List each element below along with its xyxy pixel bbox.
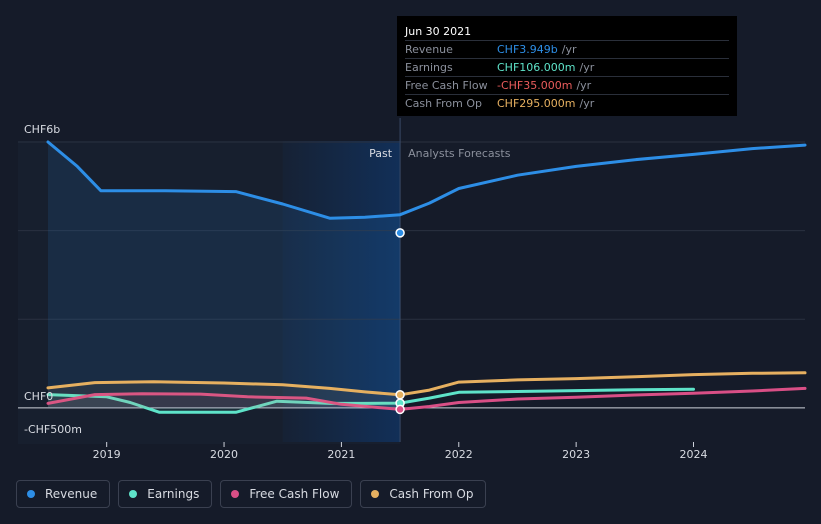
legend-item-revenue[interactable]: Revenue xyxy=(16,480,111,508)
revenue-line xyxy=(46,140,807,220)
revenue-dot-icon xyxy=(27,490,35,498)
revenue-focus-point xyxy=(395,228,405,238)
tooltip-label: Earnings xyxy=(405,61,453,74)
tooltip-label: Cash From Op xyxy=(405,97,483,110)
tooltip-date: Jun 30 2021 xyxy=(405,25,472,38)
tooltip-row-free-cash-flow: Free Cash Flow -CHF35.000m /yr xyxy=(405,76,729,94)
tooltip-row-earnings: Earnings CHF106.000m /yr xyxy=(405,58,729,76)
tooltip-unit: /yr xyxy=(561,43,577,56)
y-tick-label: CHF0 xyxy=(24,390,53,403)
tooltip-unit: /yr xyxy=(579,61,595,74)
cash-from-op-focus-point xyxy=(395,390,405,400)
tooltip-row-cash-from-op: Cash From Op CHF295.000m /yr xyxy=(405,94,729,112)
x-tick-label: 2022 xyxy=(445,448,473,461)
tooltip-value: CHF106.000m xyxy=(497,61,576,74)
tooltip-label: Free Cash Flow xyxy=(405,79,488,92)
tooltip-unit: /yr xyxy=(576,79,592,92)
tooltip-value: -CHF35.000m xyxy=(497,79,573,92)
financial-chart: CHF6b CHF0 -CHF500m 2019 2020 2021 2022 2023 202… xyxy=(18,118,807,461)
legend-label: Revenue xyxy=(45,487,98,501)
earnings-dot-icon xyxy=(129,490,138,498)
cash-from-op-dot-icon xyxy=(371,490,380,498)
legend-label: Earnings xyxy=(147,487,200,501)
tooltip-value: CHF295.000m xyxy=(497,97,576,110)
tooltip-unit: /yr xyxy=(579,97,595,110)
legend-item-free-cash-flow[interactable]: Free Cash Flow xyxy=(220,480,353,508)
tooltip-row-revenue: Revenue CHF3.949b /yr xyxy=(405,40,729,58)
past-label: Past xyxy=(369,147,393,160)
free-cash-flow-focus-point xyxy=(395,404,405,415)
tooltip: Jun 30 2021 Revenue CHF3.949b /yr Earnin… xyxy=(397,16,737,116)
y-tick-label: CHF6b xyxy=(24,123,60,136)
free-cash-flow-line xyxy=(46,386,807,411)
free-cash-flow-area xyxy=(48,393,401,410)
free-cash-flow-dot-icon xyxy=(231,490,240,498)
x-tick-label: 2024 xyxy=(680,448,708,461)
legend-label: Cash From Op xyxy=(389,487,474,501)
x-tick-label: 2019 xyxy=(93,448,121,461)
tooltip-value: CHF3.949b xyxy=(497,43,558,56)
x-tick-label: 2021 xyxy=(327,448,355,461)
y-tick-label: -CHF500m xyxy=(24,423,82,436)
tooltip-label: Revenue xyxy=(405,43,453,56)
revenue-area xyxy=(48,142,401,408)
legend-item-cash-from-op[interactable]: Cash From Op xyxy=(360,480,487,508)
legend: Revenue Earnings Free Cash Flow Cash Fro… xyxy=(16,480,487,508)
forecast-label: Analysts Forecasts xyxy=(408,147,511,160)
x-tick-label: 2020 xyxy=(210,448,238,461)
legend-label: Free Cash Flow xyxy=(249,487,340,501)
cash-from-op-line xyxy=(46,371,807,397)
x-tick-label: 2023 xyxy=(562,448,590,461)
legend-item-earnings[interactable]: Earnings xyxy=(118,480,213,508)
